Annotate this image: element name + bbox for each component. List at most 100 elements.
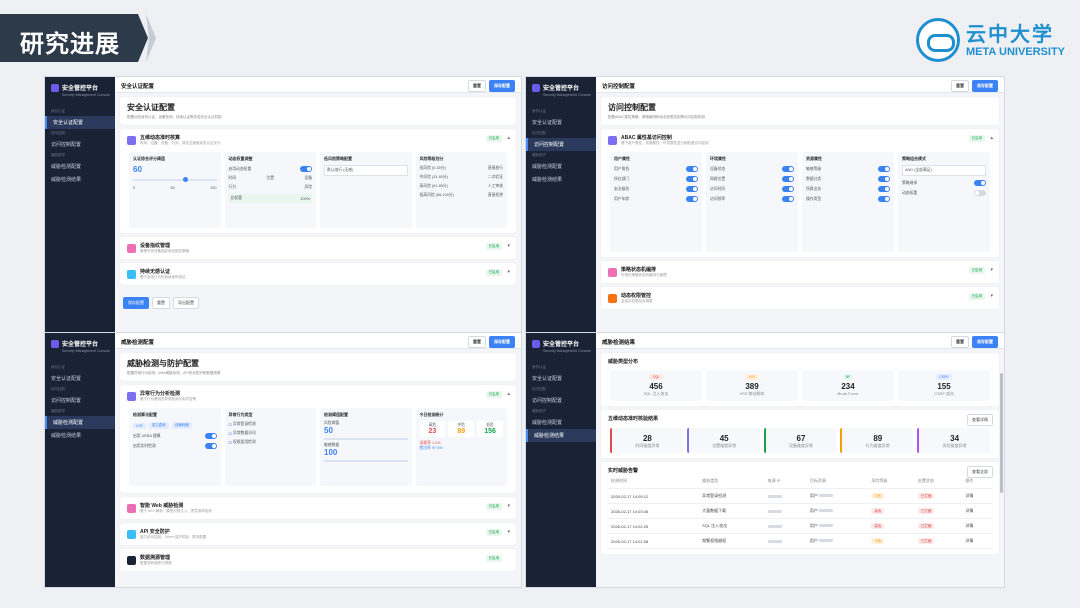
nav-threat-config[interactable]: 威胁检测配置	[532, 420, 563, 426]
toggle[interactable]	[686, 166, 698, 172]
chevron-down-icon[interactable]: ▾	[507, 243, 510, 249]
clock-icon	[127, 135, 136, 145]
slider-handle[interactable]	[183, 177, 189, 182]
toggle[interactable]	[686, 196, 698, 202]
heart-icon	[127, 269, 136, 279]
section-trace: 数据溯源管理 数据流转追踪与溯源 已启用	[120, 549, 516, 571]
toggle[interactable]	[686, 176, 698, 182]
pulse-icon	[127, 391, 136, 401]
toggle[interactable]	[204, 443, 217, 449]
realtime-alerts: 实时威胁告警 查看全部 检测时间 威胁类型 来源 IP 目标资源 风险等级 处置状态 操作 2…	[601, 462, 999, 554]
flow-icon	[608, 267, 617, 277]
section-api: API 安全防护 接口访问控制、Token 保护机制、限流配置 已启用 ▾	[120, 523, 516, 545]
save-button[interactable]: 保存配置	[972, 80, 998, 92]
table-row: 2026-02-17 14:05:12 异常登录检测 用户 中危 已拦截 详情	[608, 488, 992, 504]
toggle[interactable]	[974, 190, 986, 196]
dynamic-weight-toggle[interactable]	[300, 166, 312, 172]
logo-cn: 云中大学	[966, 24, 1054, 46]
section-device: 设备指纹管理 管理可信设备指纹库及绑定策略 已启用 ▾	[120, 237, 516, 259]
nav-threat-result[interactable]: 威胁检测结果	[51, 177, 82, 183]
nav-threat-config[interactable]: 威胁检测配置	[532, 164, 563, 170]
chevron-down-icon[interactable]: ▾	[507, 503, 510, 509]
combine-select[interactable]: AND (全部满足)	[902, 165, 986, 176]
save-button[interactable]: 保存配置	[489, 80, 515, 92]
nav-auth[interactable]: 安全认证配置	[51, 376, 82, 382]
toggle[interactable]	[878, 186, 890, 192]
screenshot-threat-result: 安全管控平台 Security Management Console 身份认证 安全…	[525, 332, 1005, 588]
nav-auth[interactable]: 安全认证配置	[532, 376, 563, 382]
checkbox[interactable]: ☑	[228, 441, 233, 445]
device-icon	[127, 243, 136, 253]
save-button[interactable]: 保存配置	[489, 336, 515, 348]
reset-button[interactable]: 重置	[468, 336, 486, 348]
reset-button[interactable]: 重置	[951, 80, 969, 92]
detail-link[interactable]: 详情	[962, 488, 992, 504]
nav-access[interactable]: 访问控制配置	[526, 138, 596, 151]
toggle[interactable]	[204, 433, 217, 439]
toggle[interactable]	[782, 186, 794, 192]
section-five-dim: 五维动态准时核算 时间、位置、设备、行为、风险五维度动态认证评分 已启用 ▴ 认证综…	[120, 129, 516, 233]
nav-threat-result[interactable]: 威胁检测结果	[526, 429, 596, 442]
nav-threat-result[interactable]: 威胁检测结果	[51, 433, 82, 439]
api-icon	[127, 529, 136, 539]
page-desc: 配置动态身份认证、设备检测、持续认证等多层安全认证机制	[127, 115, 222, 119]
chevron-down-icon[interactable]: ▾	[990, 267, 993, 273]
chevron-up-icon[interactable]: ▴	[990, 135, 993, 141]
section-dynamic: 动态权限管控 会话中权限动态调整 已启用 ▾	[601, 287, 999, 309]
nav-auth[interactable]: 安全认证配置	[532, 120, 563, 126]
seal-icon	[916, 18, 960, 62]
brand: 安全管控平台	[51, 83, 98, 93]
toggle[interactable]	[686, 186, 698, 192]
logo-en: META UNIVERSITY	[966, 46, 1066, 58]
status-badge: 已启用	[485, 135, 502, 142]
section-anomaly: 异常行为分析检测 基于行为基线的异常检测与实时告警 已启用 ▴ 检测算法配置 LOF 孤…	[120, 385, 516, 493]
checkbox[interactable]: ☑	[228, 423, 233, 427]
detail-link[interactable]: 详情	[962, 503, 992, 519]
chevron-down-icon[interactable]: ▾	[507, 529, 510, 535]
details-link[interactable]: 查看详情	[967, 414, 993, 426]
toggle[interactable]	[782, 176, 794, 182]
export-button[interactable]: 导出配置	[173, 297, 199, 309]
nav-threat-result[interactable]: 威胁检测结果	[532, 177, 563, 183]
chevron-down-icon[interactable]: ▾	[990, 293, 993, 299]
nav-section: 身份认证	[51, 109, 65, 113]
sidebar: 安全管控平台 Security Management Console 身份认证 …	[45, 77, 115, 333]
shield-icon	[51, 84, 59, 93]
lock-icon	[127, 555, 136, 565]
nav-section: 威胁防护	[51, 153, 65, 157]
section-continuous: 持续无感认证 基于会话行为的持续身份验证 已启用 ▾	[120, 263, 516, 285]
checkbox[interactable]: ☑	[228, 432, 233, 436]
detail-link[interactable]: 详情	[962, 533, 992, 549]
nav-access[interactable]: 访问控制配置	[51, 142, 82, 148]
nav-auth[interactable]: 安全认证配置	[45, 116, 115, 129]
bottom-reset-button[interactable]: 重置	[152, 297, 170, 309]
detail-link[interactable]: 详情	[962, 518, 992, 534]
toggle[interactable]	[782, 196, 794, 202]
nav-threat-config[interactable]: 威胁检测配置	[45, 416, 115, 429]
screenshot-access-config: 安全管控平台 Security Management Console 身份认证 安全…	[525, 76, 1005, 334]
grid-icon	[608, 135, 617, 145]
table-row: 2026-02-17 14:01:08 频繁权限越权 用户 中危 已拦截 详情	[608, 533, 992, 549]
reset-button[interactable]: 重置	[951, 336, 969, 348]
page-title: 威胁检测与防护配置	[127, 359, 199, 368]
scrollbar[interactable]	[1000, 373, 1003, 493]
reset-button[interactable]: 重置	[468, 80, 486, 92]
toggle[interactable]	[782, 166, 794, 172]
chevron-up-icon[interactable]: ▴	[507, 391, 510, 397]
toggle[interactable]	[878, 166, 890, 172]
shield-icon	[532, 340, 540, 349]
title-edge	[146, 14, 156, 62]
chevron-down-icon[interactable]: ▾	[507, 269, 510, 275]
nav-access[interactable]: 访问控制配置	[532, 398, 563, 404]
toggle[interactable]	[878, 196, 890, 202]
toggle[interactable]	[878, 176, 890, 182]
nav-access[interactable]: 访问控制配置	[51, 398, 82, 404]
policy-select[interactable]: 默认放行 (无感)	[324, 165, 408, 176]
bottom-save-button[interactable]: 保存配置	[123, 297, 149, 309]
nav-threat-config[interactable]: 威胁检测配置	[51, 164, 82, 170]
section-state-machine: 策略状态机编排 可视化策略状态机编排与管理 已启用 ▾	[601, 261, 999, 283]
save-button[interactable]: 保存配置	[972, 336, 998, 348]
view-all-link[interactable]: 查看全部	[967, 466, 993, 478]
chevron-up-icon[interactable]: ▴	[507, 135, 510, 141]
toggle[interactable]	[974, 180, 986, 186]
